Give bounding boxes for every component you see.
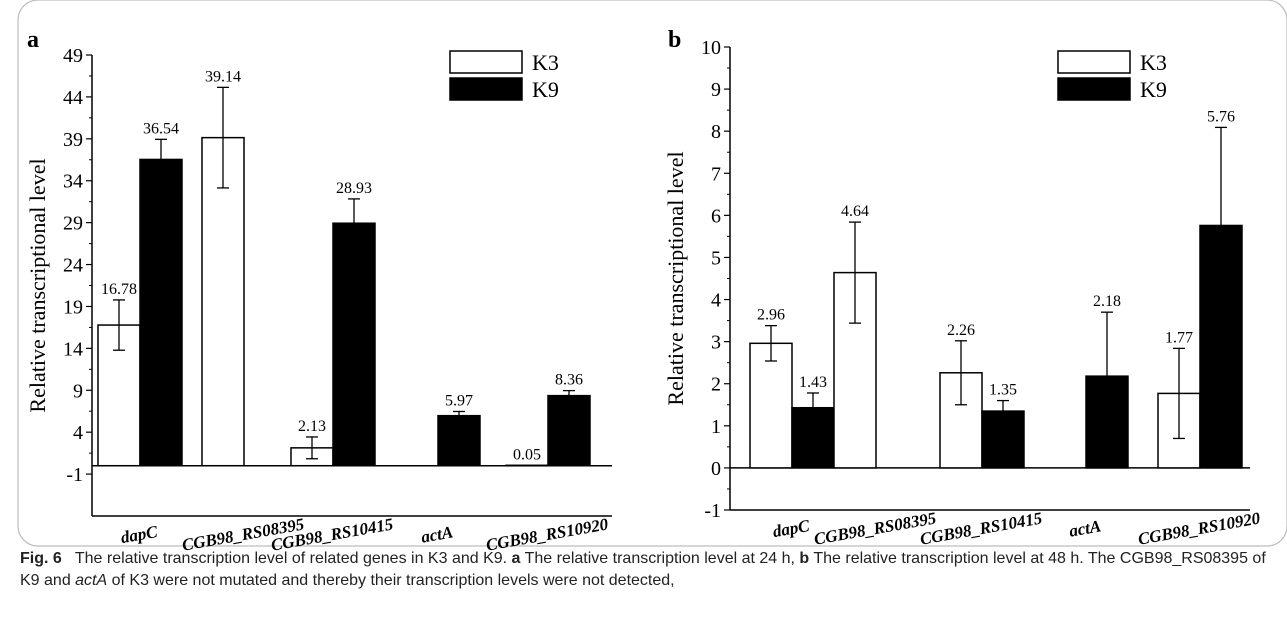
y-tick-label: 4 [73,422,83,444]
data-label: 8.36 [555,372,583,389]
panel-label: b [668,27,681,53]
y-tick-label: 44 [63,87,83,109]
x-tick-label: CGB98_RS08395 [812,508,938,548]
y-tick-label: 4 [711,290,721,312]
y-axis-title: Relative transcriptional level [663,151,688,405]
caption-panel-b: b [799,550,810,567]
legend-swatch-k9 [1057,77,1131,101]
y-tick-label: 6 [711,205,721,227]
y-tick-label: 14 [63,338,83,360]
y-tick-label: 3 [711,332,721,354]
data-label: 2.96 [757,307,785,324]
data-label: 1.77 [1165,329,1193,346]
legend-label-k3: K3 [532,50,559,75]
y-tick-label: -1 [704,500,721,522]
bar-k9-dapc [139,158,183,467]
data-label: 5.97 [445,392,473,409]
data-label: 1.35 [989,382,1017,399]
data-label: 2.18 [1093,293,1121,310]
y-tick-label: 19 [63,296,83,318]
panel-label: a [27,27,39,53]
caption-panel-a: a [511,550,521,567]
caption-fig-number: Fig. 6 [20,550,62,567]
y-tick-label: 49 [63,45,83,67]
data-label: 39.14 [205,68,241,85]
y-tick-label: 7 [711,163,721,185]
legend-swatch-k9 [449,77,523,101]
y-axis-title: Relative transcriptional level [25,158,50,412]
data-label: 1.43 [799,374,827,391]
data-label: 28.93 [336,180,372,197]
x-tick-label: CGB98_RS10415 [918,508,1044,548]
bar-k3-cgb98_rs10920 [505,464,549,467]
y-tick-label: 9 [711,79,721,101]
y-tick-label: 0 [711,458,721,480]
x-tick-label: CGB98_RS10920 [1136,508,1262,548]
legend-swatch-k3 [1057,50,1131,74]
caption-text-1: The relative transcription level of rela… [74,550,512,567]
legend-label-k9: K9 [1140,77,1167,102]
data-label: 5.76 [1207,108,1235,125]
legend-label-k9: K9 [532,77,559,102]
data-label: 2.13 [298,418,326,435]
data-label: 0.05 [513,446,541,463]
bar-k9-cgb98_rs10920 [547,394,591,467]
y-tick-label: 9 [73,380,83,402]
caption-text-4: of K3 were not mutated and thereby their… [107,572,675,589]
legend-swatch-k3 [449,50,523,74]
y-tick-label: 1 [711,416,721,438]
data-label: 2.26 [947,322,975,339]
y-tick-label: 39 [63,129,83,151]
x-tick-label: actA [1068,516,1103,540]
bar-k3-dapc [97,324,141,467]
y-tick-label: 24 [63,255,83,277]
y-tick-label: 10 [701,37,721,59]
data-label: 16.78 [101,281,137,298]
bar-k9-cgb98_rs10415 [332,222,376,467]
bar-k3-dapc [749,342,793,469]
caption-text-3: The relative transcription level at 48 h… [20,550,1266,589]
data-label: 36.54 [143,120,179,137]
chart-b: b -1 0 1 2 3 4 5 6 7 8 9 10 Relative transcriptional … [663,27,1262,549]
x-tick-label: dapC [119,522,159,547]
y-tick-label: 5 [711,247,721,269]
y-tick-label: 29 [63,213,83,235]
caption-gene: actA [75,572,108,589]
x-tick-label: actA [420,522,455,546]
data-label: 4.64 [841,203,869,220]
legend-label-k3: K3 [1140,50,1167,75]
caption-text-2: The relative transcription level at 24 h… [520,550,800,567]
bar-k9-acta [437,414,481,467]
figure-caption: Fig. 6 The relative transcription level … [20,548,1270,592]
x-tick-label: dapC [771,516,811,541]
y-tick-label: 34 [63,171,83,193]
y-tick-label: 8 [711,121,721,143]
y-tick-label: 2 [711,374,721,396]
y-tick-label: -1 [66,464,83,486]
